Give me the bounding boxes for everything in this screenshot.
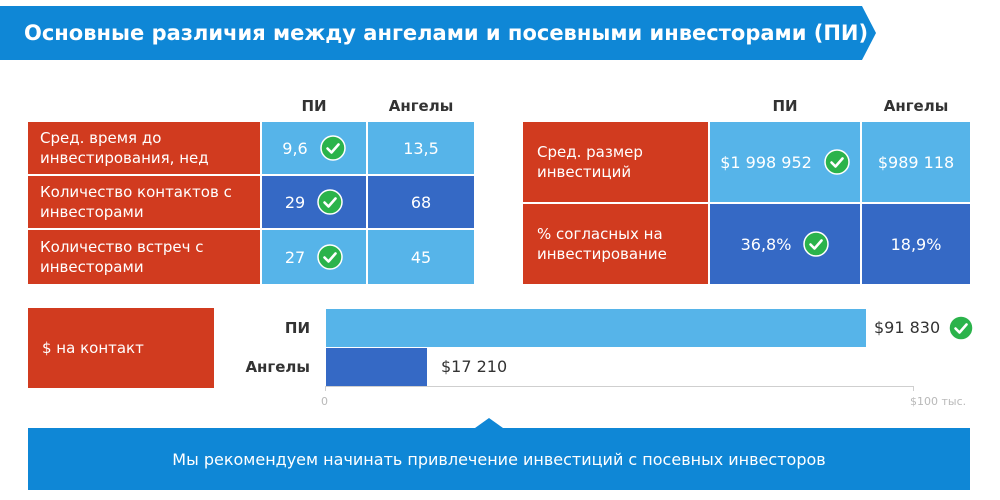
bar-value-label: $17 210 [441,357,508,376]
left-header-pi: ПИ [301,97,327,115]
pi-value: 36,8% [740,234,792,254]
dollar-per-contact-label: $ на контакт [28,308,214,388]
bar-value-label-group: $91 830 [874,309,974,347]
page-title: Основные различия между ангелами и посев… [24,21,869,45]
title-banner [0,6,876,60]
pi-value: 27 [284,247,306,267]
angels-value-cell: 13,5 [368,122,474,174]
x-axis-line [325,386,914,387]
row-label: Количество контактов с инвесторами [28,176,260,228]
left-header-angels: Ангелы [388,97,454,115]
angels-value: 13,5 [403,138,439,158]
pi-value: 29 [284,192,306,212]
x-tick-label: $100 тыс. [910,395,967,408]
bar-category-label: ПИ [284,319,310,337]
row-label: Сред. размер инвестиций [523,122,708,202]
pi-value-cell: 27 [262,230,366,284]
angels-value-cell: $989 118 [862,122,970,202]
check-circle-icon [317,189,343,215]
pi-value-cell: 36,8% [710,204,860,284]
right-header-pi: ПИ [772,97,798,115]
bar-angels [326,348,427,386]
angels-value: 18,9% [890,234,942,254]
check-circle-icon [317,244,343,270]
right-header-angels: Ангелы [883,97,949,115]
angels-value-cell: 68 [368,176,474,228]
angels-value-cell: 18,9% [862,204,970,284]
pi-value: $1 998 952 [720,152,812,172]
recommendation-callout [28,418,970,490]
x-tick-label: 0 [321,395,328,408]
pi-value: 9,6 [282,138,308,158]
angels-value: $989 118 [877,152,955,172]
row-label: Сред. время до инвестирования, нед [28,122,260,174]
bar-value-label: $91 830 [874,318,941,337]
x-axis-tick [913,386,914,391]
recommendation-text: Мы рекомендуем начинать привлечение инве… [172,449,826,469]
angels-value: 45 [410,247,432,267]
check-circle-icon [319,135,346,161]
angels-value: 68 [410,192,432,212]
bar-pi [326,309,866,347]
angels-value-cell: 45 [368,230,474,284]
x-axis-tick [325,386,326,391]
bar-category-label: Ангелы [245,358,310,376]
pi-value-cell: 9,6 [262,122,366,174]
pi-value-cell: 29 [262,176,366,228]
row-label: Количество встреч с инвесторами [28,230,260,284]
check-circle-icon [824,149,850,175]
check-circle-icon [948,315,974,341]
row-label: % согласных на инвестирование [523,204,708,284]
check-circle-icon [803,231,830,257]
pi-value-cell: $1 998 952 [710,122,860,202]
